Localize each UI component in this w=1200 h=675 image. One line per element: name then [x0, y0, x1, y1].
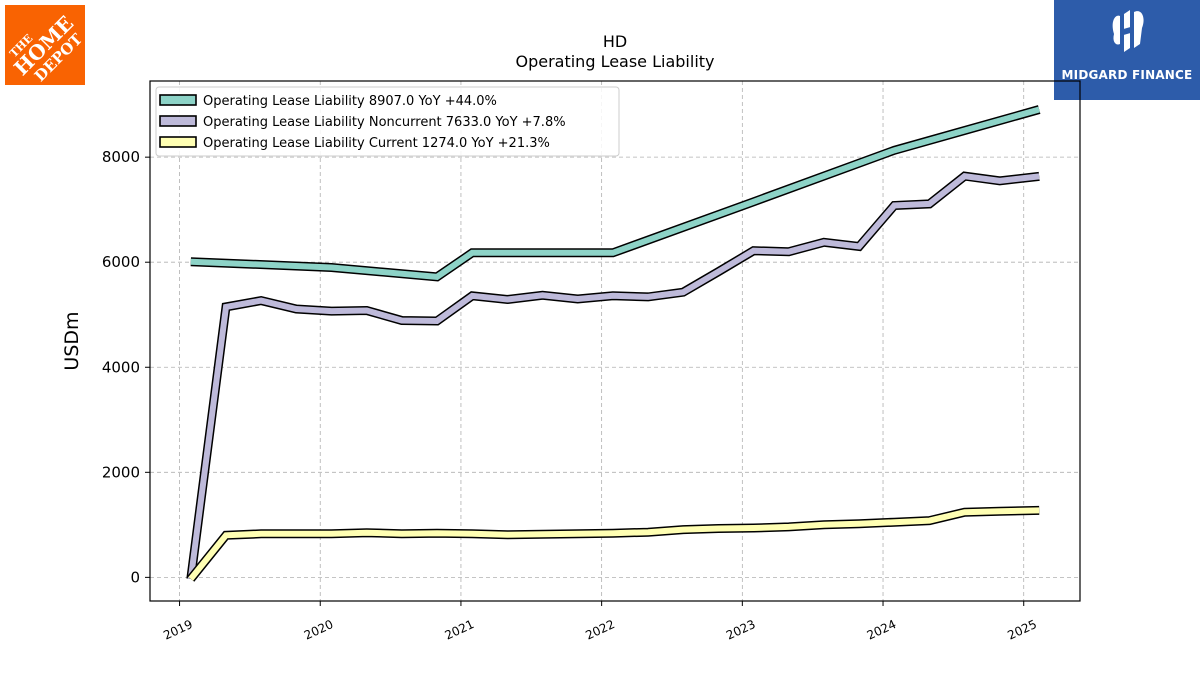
x-tick-label: 2023 [724, 617, 758, 643]
legend-swatch-3 [159, 136, 197, 148]
chart-title: HD [603, 32, 627, 51]
grid-lines [150, 81, 1080, 601]
series-layer [186, 105, 1041, 582]
series-line-1 [190, 106, 1041, 280]
y-tick-label: 0 [130, 568, 140, 586]
x-tick-label: 2024 [865, 617, 899, 643]
legend-swatch-2 [159, 115, 197, 127]
chart-subtitle: Operating Lease Liability [515, 52, 714, 71]
legend: Operating Lease Liability 8907.0 YoY +44… [155, 86, 620, 157]
home-depot-logo: THE HOME DEPOT [5, 5, 85, 85]
y-tick-label: 2000 [102, 463, 140, 481]
legend-box [155, 86, 620, 157]
y-axis: 0 2000 4000 6000 8000 [102, 148, 150, 586]
x-tick-label: 2022 [583, 617, 617, 643]
midgard-finance-logo: MIDGARD FINANCE [1054, 0, 1200, 100]
y-tick-label: 6000 [102, 253, 140, 271]
x-tick-label: 2019 [161, 617, 195, 643]
y-tick-label: 8000 [102, 148, 140, 166]
x-tick-label: 2020 [302, 617, 336, 643]
legend-swatch-1 [159, 94, 197, 106]
midgard-finance-mark-icon [1112, 10, 1144, 52]
y-tick-label: 4000 [102, 358, 140, 376]
series-line-2 [187, 172, 1040, 580]
legend-label-1: Operating Lease Liability 8907.0 YoY +44… [203, 94, 497, 109]
home-depot-logo-graphic: THE HOME DEPOT [7, 11, 85, 85]
plot-frame [149, 80, 1081, 602]
y-axis-label: USDm [61, 311, 83, 370]
x-tick-label: 2025 [1005, 617, 1039, 643]
x-tick-label: 2021 [443, 617, 477, 643]
x-axis: 2019 2020 2021 2022 2023 2024 2025 [161, 601, 1039, 643]
legend-label-2: Operating Lease Liability Noncurrent 763… [203, 115, 566, 130]
midgard-finance-brand: MIDGARD FINANCE [1061, 68, 1193, 82]
legend-label-3: Operating Lease Liability Current 1274.0… [203, 136, 550, 151]
series-line-3 [188, 507, 1040, 581]
